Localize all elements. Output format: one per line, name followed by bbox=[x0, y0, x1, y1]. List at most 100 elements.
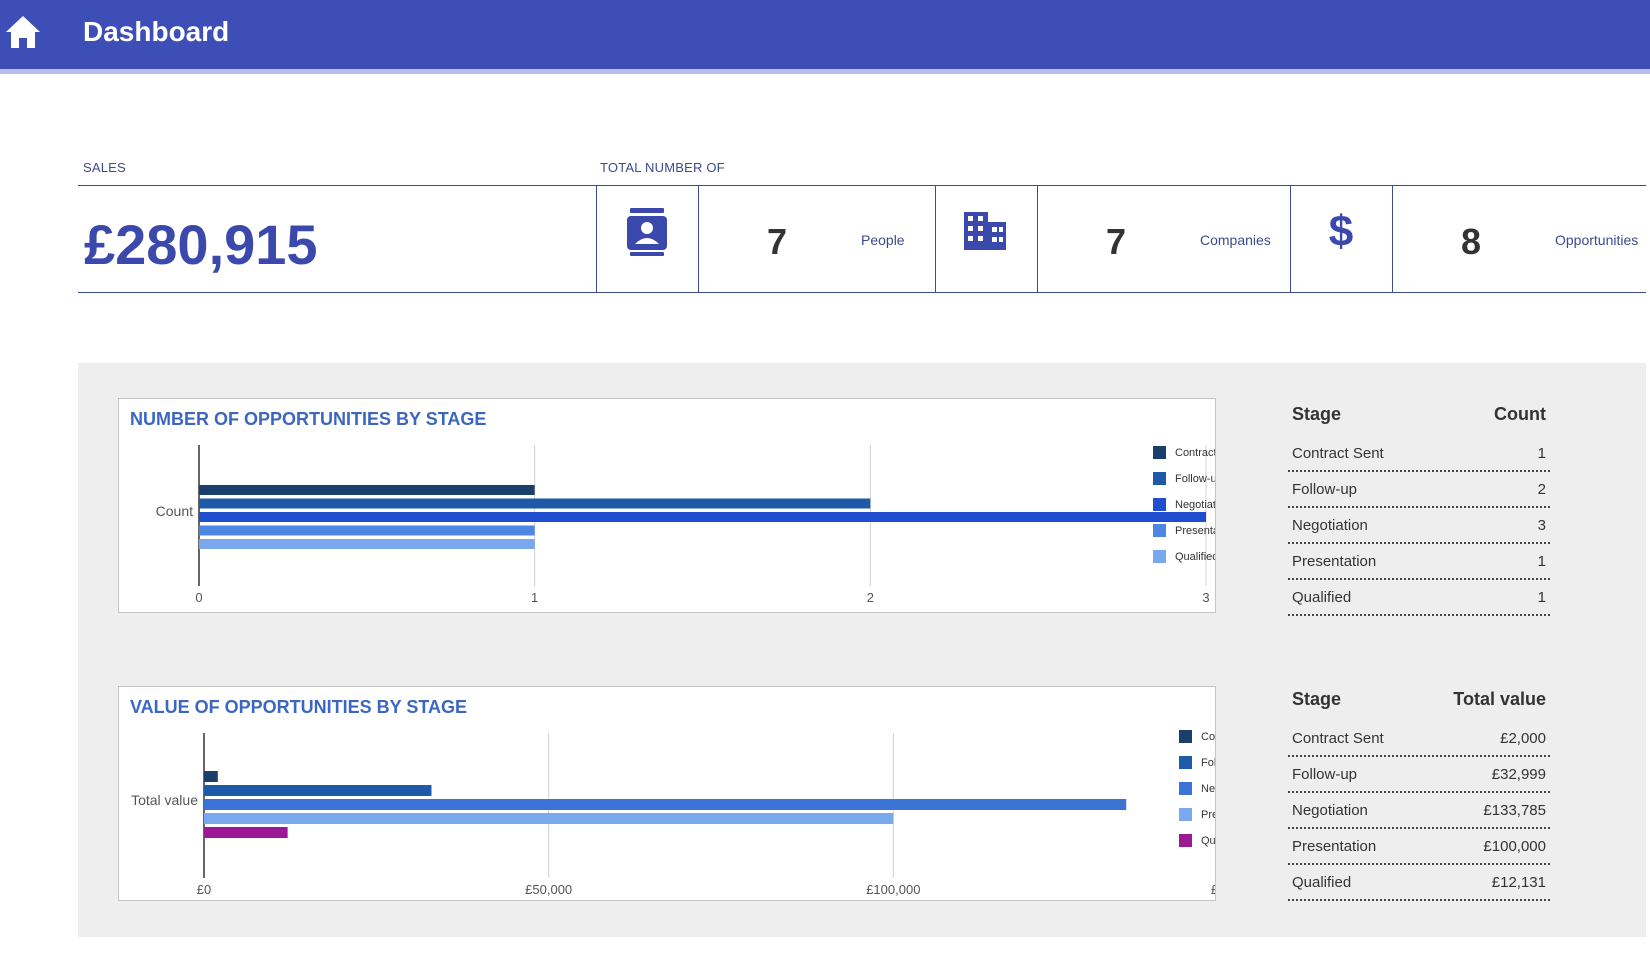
opportunities-label: Opportunities bbox=[1555, 232, 1639, 248]
count-cell: 1 bbox=[1537, 445, 1546, 462]
legend-label[interactable]: Qualified bbox=[1201, 835, 1215, 847]
bar-presentation[interactable] bbox=[199, 525, 535, 536]
x-tick-label: 0 bbox=[195, 590, 202, 605]
charts-panel: NUMBER OF OPPORTUNITIES BY STAGE 0 1 2 3 Cou… bbox=[78, 363, 1646, 937]
y-axis-label: Count bbox=[156, 503, 193, 519]
table-row: Follow-up £32,999 bbox=[1288, 757, 1550, 793]
table-row: Negotiation £133,785 bbox=[1288, 793, 1550, 829]
kpi-row: £280,915 7 People 7 Companies bbox=[78, 185, 1646, 293]
y-axis-label: Total value bbox=[131, 792, 198, 808]
count-table: Stage Count Contract Sent 1 Follow-up 2 Ne… bbox=[1288, 396, 1550, 616]
value-cell: £100,000 bbox=[1483, 838, 1546, 855]
value-table-header-total: Total value bbox=[1453, 689, 1546, 709]
legend-label[interactable]: Qualified bbox=[1175, 551, 1215, 563]
table-row: Follow-up 2 bbox=[1288, 472, 1550, 508]
legend-swatch bbox=[1179, 782, 1192, 795]
count-table-header-count: Count bbox=[1494, 404, 1546, 424]
table-row: Presentation 1 bbox=[1288, 544, 1550, 580]
stage-cell: Follow-up bbox=[1292, 481, 1358, 498]
legend-label[interactable]: Presentation bbox=[1201, 809, 1215, 821]
table-row: Presentation £100,000 bbox=[1288, 829, 1550, 865]
bar-negotiation[interactable] bbox=[199, 512, 1206, 522]
value-table-header: Stage Total value bbox=[1288, 681, 1550, 721]
companies-stat[interactable]: 7 Companies bbox=[1037, 186, 1290, 292]
value-table: Stage Total value Contract Sent £2,000 Fo… bbox=[1288, 681, 1550, 901]
x-tick-label: £150,000 bbox=[1211, 882, 1215, 897]
count-cell: 3 bbox=[1537, 517, 1546, 534]
legend-label[interactable]: Presentation bbox=[1175, 525, 1215, 537]
companies-count: 7 bbox=[1106, 221, 1127, 262]
count-chart-svg: 0 1 2 3 Count Contract Sent Follow-up Negotiati… bbox=[156, 445, 1215, 605]
value-cell: £32,999 bbox=[1491, 766, 1546, 783]
people-label: People bbox=[861, 232, 905, 248]
stage-cell: Qualified bbox=[1292, 589, 1352, 606]
bar-presentation[interactable] bbox=[204, 813, 894, 824]
legend-swatch bbox=[1179, 834, 1192, 847]
contact-card-icon bbox=[627, 208, 667, 256]
bar-follow-up[interactable] bbox=[204, 785, 432, 796]
x-tick-label: £50,000 bbox=[525, 882, 572, 897]
page-title: Dashboard bbox=[83, 16, 230, 47]
table-row: Contract Sent £2,000 bbox=[1288, 721, 1550, 757]
value-cell: £12,131 bbox=[1491, 874, 1546, 891]
table-row: Qualified 1 bbox=[1288, 580, 1550, 616]
legend-swatch bbox=[1153, 446, 1166, 459]
people-stat[interactable]: 7 People bbox=[698, 186, 935, 292]
value-cell: £133,785 bbox=[1483, 802, 1546, 819]
stage-cell: Contract Sent bbox=[1292, 730, 1384, 747]
count-cell: 1 bbox=[1537, 589, 1546, 606]
legend-swatch bbox=[1153, 524, 1166, 537]
value-chart-svg: £0 £50,000 £100,000 £150,000 Total value Cont… bbox=[131, 730, 1215, 897]
x-tick-label: £100,000 bbox=[866, 882, 920, 897]
legend-swatch bbox=[1179, 730, 1192, 743]
legend-swatch bbox=[1153, 498, 1166, 511]
legend-label[interactable]: Negotiation bbox=[1201, 783, 1215, 795]
bar-follow-up[interactable] bbox=[199, 498, 871, 509]
legend-swatch bbox=[1179, 808, 1192, 821]
dollar-icon: $ bbox=[1329, 208, 1353, 254]
x-tick-label: £0 bbox=[197, 882, 211, 897]
legend-label[interactable]: Follow-up bbox=[1201, 757, 1215, 769]
value-cell: £2,000 bbox=[1500, 730, 1546, 747]
legend-swatch bbox=[1153, 472, 1166, 485]
table-row: Qualified £12,131 bbox=[1288, 865, 1550, 901]
bar-qualified[interactable] bbox=[199, 539, 535, 549]
opportunities-count: 8 bbox=[1461, 221, 1482, 262]
value-chart: VALUE OF OPPORTUNITIES BY STAGE £0 £50,00… bbox=[118, 686, 1216, 901]
people-icon-cell bbox=[596, 186, 698, 292]
opportunities-stat[interactable]: 8 Opportunities bbox=[1392, 186, 1646, 292]
legend-label[interactable]: Follow-up bbox=[1175, 473, 1215, 485]
bar-contract-sent[interactable] bbox=[199, 485, 535, 495]
legend-label[interactable]: Negotiation bbox=[1175, 499, 1215, 511]
x-tick-label: 2 bbox=[867, 590, 874, 605]
building-icon bbox=[964, 212, 1006, 250]
count-cell: 2 bbox=[1537, 481, 1546, 498]
legend-label[interactable]: Contract Sent bbox=[1201, 731, 1215, 743]
value-table-header-stage: Stage bbox=[1292, 689, 1342, 709]
stage-cell: Presentation bbox=[1292, 838, 1377, 855]
legend-swatch bbox=[1153, 550, 1166, 563]
count-table-header-stage: Stage bbox=[1292, 404, 1342, 424]
bar-contract-sent[interactable] bbox=[204, 771, 218, 782]
count-table-header: Stage Count bbox=[1288, 396, 1550, 436]
x-tick-label: 3 bbox=[1202, 590, 1209, 605]
top-bar: Dashboard bbox=[0, 0, 1650, 74]
people-count: 7 bbox=[767, 221, 788, 262]
table-row: Negotiation 3 bbox=[1288, 508, 1550, 544]
stage-cell: Qualified bbox=[1292, 874, 1352, 891]
sales-label: SALES bbox=[83, 160, 126, 175]
svg-text:$: $ bbox=[1329, 208, 1353, 254]
companies-icon-cell bbox=[935, 186, 1037, 292]
sales-value: £280,915 bbox=[84, 213, 318, 276]
bar-negotiation[interactable] bbox=[204, 799, 1127, 810]
table-row: Contract Sent 1 bbox=[1288, 436, 1550, 472]
opportunities-icon-cell: $ bbox=[1290, 186, 1392, 292]
home-icon[interactable] bbox=[4, 14, 42, 50]
bar-qualified[interactable] bbox=[204, 827, 288, 838]
companies-label: Companies bbox=[1200, 232, 1271, 248]
legend-label[interactable]: Contract Sent bbox=[1175, 447, 1215, 459]
stage-cell: Contract Sent bbox=[1292, 445, 1384, 462]
stage-cell: Follow-up bbox=[1292, 766, 1358, 783]
total-number-label: TOTAL NUMBER OF bbox=[600, 160, 725, 175]
count-chart-title: NUMBER OF OPPORTUNITIES BY STAGE bbox=[130, 409, 487, 429]
